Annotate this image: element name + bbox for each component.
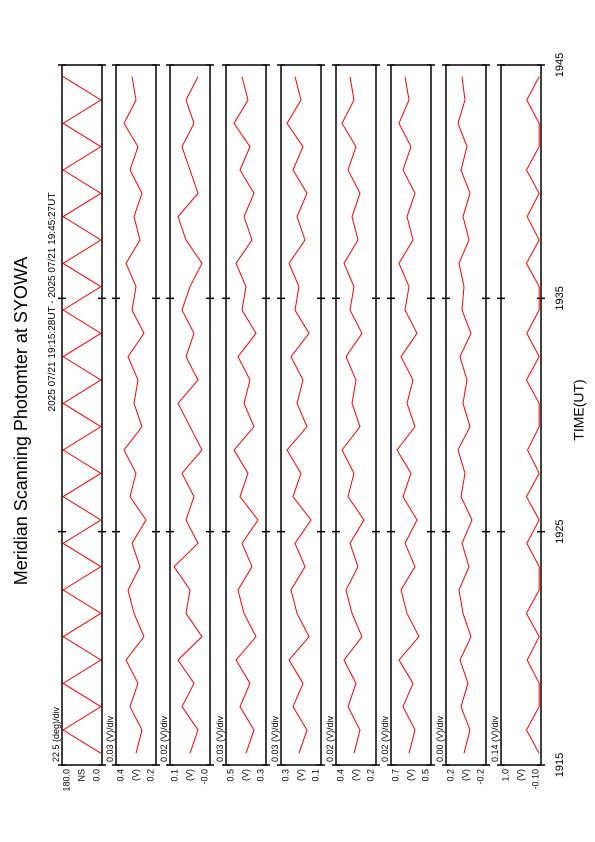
y-unit-label: (V) (184, 769, 194, 781)
panel-scale: 0.03 (V)/div (270, 715, 280, 762)
signal-line (62, 76, 102, 754)
y-tick-label: 0.0 (91, 769, 101, 782)
panel-frame (500, 64, 542, 766)
panel-scale: 0.02 (V)/div (380, 715, 390, 762)
y-tick-label: 1.0 (500, 769, 510, 782)
y-tick-label: 0.2 (365, 769, 375, 782)
panel-frame (225, 64, 267, 766)
y-tick-label: 0.5 (420, 769, 430, 782)
signal-line (341, 76, 365, 754)
y-tick-label: 0.2 (145, 769, 155, 782)
panel-scale: 0.00 (V)/div (435, 715, 445, 762)
panel-frame (169, 64, 211, 766)
signal-line (286, 76, 312, 754)
y-unit-label: (V) (240, 769, 250, 781)
x-tick-label: 1945 (554, 53, 566, 77)
signal-line (396, 76, 420, 754)
panel-scale: 0.03 (V)/div (215, 715, 225, 762)
y-unit-label: (V) (350, 769, 360, 781)
y-tick-label: 0.5 (225, 769, 235, 782)
y-tick-label: 0.1 (169, 769, 179, 782)
x-axis-label: TIME(UT) (571, 379, 587, 440)
signal-line (457, 76, 473, 754)
y-unit-label: (V) (405, 769, 415, 781)
signal-line (123, 76, 147, 754)
y-tick-label: 0.2 (445, 769, 455, 782)
signal-line (525, 76, 540, 754)
y-tick-label: 0.4 (335, 769, 345, 782)
panel-frame (390, 64, 432, 766)
y-tick-label: 0.3 (280, 769, 290, 782)
y-unit-label: NS (76, 769, 86, 782)
time-range: 2025 07/21 19:15:28UT - 2025 07/21 19:45… (47, 193, 58, 412)
panel-scale: 0.02 (V)/div (159, 715, 169, 762)
y-tick-label: 0.1 (310, 769, 320, 782)
panel-scale: 22.5 (deg)/div (51, 706, 61, 762)
panel-scale: 0.02 (V)/div (325, 715, 335, 762)
panel-frame (445, 64, 487, 766)
x-tick-label: 1925 (554, 519, 566, 543)
panel-frame (280, 64, 322, 766)
signal-line (233, 76, 259, 754)
y-tick-label: 0.4 (115, 769, 125, 782)
y-tick-label: -0.2 (475, 769, 485, 785)
title: Meridian Scanning Photomter at SYOWA (11, 257, 31, 585)
panel-scale: 0.03 (V)/div (105, 715, 115, 762)
x-tick-label: 1935 (554, 286, 566, 310)
panel-frame (115, 64, 157, 766)
y-tick-label: 0.3 (255, 769, 265, 782)
y-unit-label: (V) (130, 769, 140, 781)
y-tick-label: 180.0 (61, 769, 71, 792)
y-unit-label: (V) (295, 769, 305, 781)
y-tick-label: 0.7 (390, 769, 400, 782)
panel-frame (335, 64, 377, 766)
panel-scale: 0.14 (V)/div (490, 715, 500, 762)
x-tick-label: 1915 (554, 753, 566, 777)
rotated-frame: Meridian Scanning Photomter at SYOWA 202… (11, 53, 587, 792)
signal-line (173, 76, 203, 754)
y-unit-label: (V) (460, 769, 470, 781)
y-tick-label: -0.0 (199, 769, 209, 785)
panel-frame (61, 64, 103, 766)
y-unit-label: (V) (515, 769, 525, 781)
y-tick-label: -0.10 (530, 769, 540, 790)
